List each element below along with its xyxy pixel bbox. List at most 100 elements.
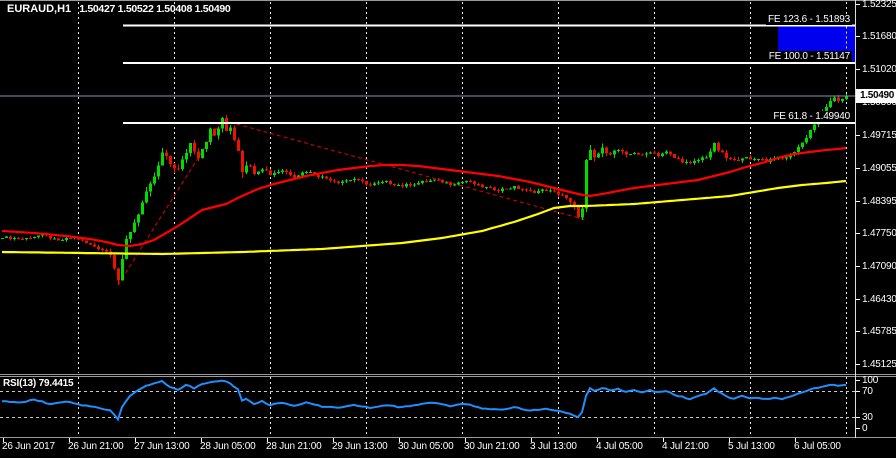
candle-up	[649, 152, 652, 154]
price-tick-mark	[856, 265, 860, 267]
candle-down	[489, 187, 492, 189]
candle-down	[521, 188, 524, 190]
candle-up	[801, 142, 804, 148]
candle-down	[213, 128, 216, 136]
fib-level-label[interactable]: FE 61.8 - 1.49940	[771, 111, 852, 123]
fib-level-label[interactable]: FE 100.0 - 1.51147	[766, 50, 852, 62]
candle-down	[233, 127, 236, 141]
candle-down	[265, 169, 268, 171]
rsi-scale-label: 70	[862, 386, 873, 397]
price-tick-label: 1.52325	[862, 0, 896, 10]
candle-down	[553, 190, 556, 192]
candle-down	[165, 152, 168, 156]
candle-up	[13, 238, 16, 240]
price-tick-label: 1.51020	[862, 64, 896, 76]
candle-down	[477, 184, 480, 186]
candle-up	[541, 189, 544, 191]
candle-down	[325, 176, 328, 179]
price-tick-label: 1.47090	[862, 260, 896, 272]
time-tick-mark	[135, 438, 136, 442]
rsi-scale-tick-mark	[856, 428, 860, 429]
rsi-value: 79.4415	[38, 378, 74, 389]
candle-up	[229, 127, 232, 132]
candle-down	[681, 159, 684, 163]
candle-up	[549, 190, 552, 192]
price-tick-label: 1.45785	[862, 326, 896, 337]
candle-up	[277, 171, 280, 174]
candle-up	[581, 208, 584, 218]
candle-down	[761, 159, 764, 161]
candle-down	[637, 152, 640, 155]
candle-down	[81, 239, 84, 241]
time-tick-mark	[267, 438, 268, 442]
current-price-box: 1.50490	[856, 89, 896, 103]
time-tick-mark	[597, 438, 598, 442]
candle-down	[93, 244, 96, 247]
candle-up	[309, 171, 312, 173]
candle-down	[389, 180, 392, 184]
candle-up	[189, 142, 192, 154]
candle-up	[453, 184, 456, 186]
candle-up	[273, 173, 276, 175]
candle-down	[525, 189, 528, 191]
candle-down	[177, 168, 180, 170]
candle-up	[461, 181, 464, 183]
candle-up	[589, 150, 592, 160]
candle-down	[285, 170, 288, 172]
price-tick-label: 1.49055	[862, 162, 896, 174]
candle-up	[301, 172, 304, 176]
candle-up	[809, 129, 812, 138]
fib-anchor-dashed-line[interactable]	[117, 119, 587, 286]
pane-separator-top[interactable]	[0, 374, 896, 375]
candle-down	[609, 153, 612, 155]
time-label: 28 Jun 21:00	[266, 441, 322, 452]
price-tick-mark	[856, 134, 860, 136]
symbol-timeframe-label: EURAUD,H1	[7, 3, 72, 15]
candle-up	[125, 238, 128, 259]
candle-up	[145, 191, 148, 203]
candle-up	[141, 202, 144, 215]
candle-down	[449, 182, 452, 186]
candle-down	[293, 175, 296, 178]
ma-slow-yellow-line[interactable]	[1, 179, 847, 256]
candle-up	[209, 128, 212, 142]
candle-up	[137, 214, 140, 223]
rsi-scale-label: 30	[862, 412, 873, 423]
candle-down	[441, 179, 444, 183]
ma-fast-red-line[interactable]	[1, 146, 847, 248]
fib-level-label[interactable]: FE 123.6 - 1.51893	[765, 13, 852, 25]
candle-up	[185, 153, 188, 160]
candle-up	[665, 151, 668, 154]
candle-down	[729, 158, 732, 160]
candle-down	[409, 184, 412, 186]
candle-up	[377, 182, 380, 184]
candle-down	[717, 143, 720, 151]
candle-up	[685, 161, 688, 163]
pane-separator-bottom[interactable]	[0, 376, 896, 377]
price-tick-mark	[856, 167, 860, 169]
candle-down	[97, 246, 100, 249]
candle-up	[633, 152, 636, 154]
candle-up	[149, 183, 152, 192]
candle-down	[253, 166, 256, 175]
candle-down	[493, 187, 496, 191]
rsi-scale-label: 100	[862, 375, 879, 386]
rsi-pane[interactable]	[0, 377, 855, 437]
candle-down	[317, 174, 320, 177]
time-tick-mark	[465, 438, 466, 442]
candle-down	[29, 237, 32, 239]
candle-down	[469, 181, 472, 183]
candle-up	[385, 180, 388, 182]
time-tick-mark	[729, 438, 730, 442]
candle-down	[333, 180, 336, 182]
time-tick-mark	[69, 438, 70, 442]
candle-down	[21, 238, 24, 240]
candle-down	[573, 201, 576, 208]
candle-up	[697, 160, 700, 161]
main-pane[interactable]	[0, 2, 855, 373]
price-tick-mark	[856, 232, 860, 234]
candle-up	[421, 181, 424, 183]
candle-up	[613, 150, 616, 155]
